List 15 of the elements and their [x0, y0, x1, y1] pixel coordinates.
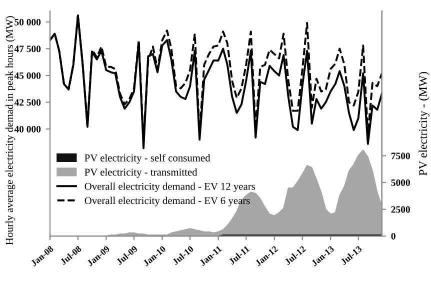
- y2-tick-label: 7500: [391, 152, 410, 160]
- y2-axis-title: PV electricity - (MW): [418, 72, 430, 176]
- y-tick-label: 47 500: [14, 46, 41, 52]
- legend-label: PV electricity - transmitted: [84, 168, 198, 178]
- legend-label: PV electricity - self consumed: [84, 154, 210, 164]
- y2-tick-label: 0: [391, 232, 396, 240]
- y-axis-title: Hourly average electricity demad in peak hours (MW): [6, 16, 16, 245]
- y-tick-label: 42 500: [14, 99, 41, 106]
- y-tick-label: 45 000: [14, 72, 41, 79]
- y2-tick-label: 2500: [391, 206, 410, 213]
- legend-label: Overall electricity demand - EV 6 years: [84, 196, 250, 206]
- legend-label: Overall electricity demand - EV 12 years: [84, 182, 256, 192]
- y-tick-label: 40 000: [14, 126, 41, 132]
- y2-tick-label: 5000: [391, 179, 410, 186]
- y-tick-label: 50 000: [14, 18, 41, 26]
